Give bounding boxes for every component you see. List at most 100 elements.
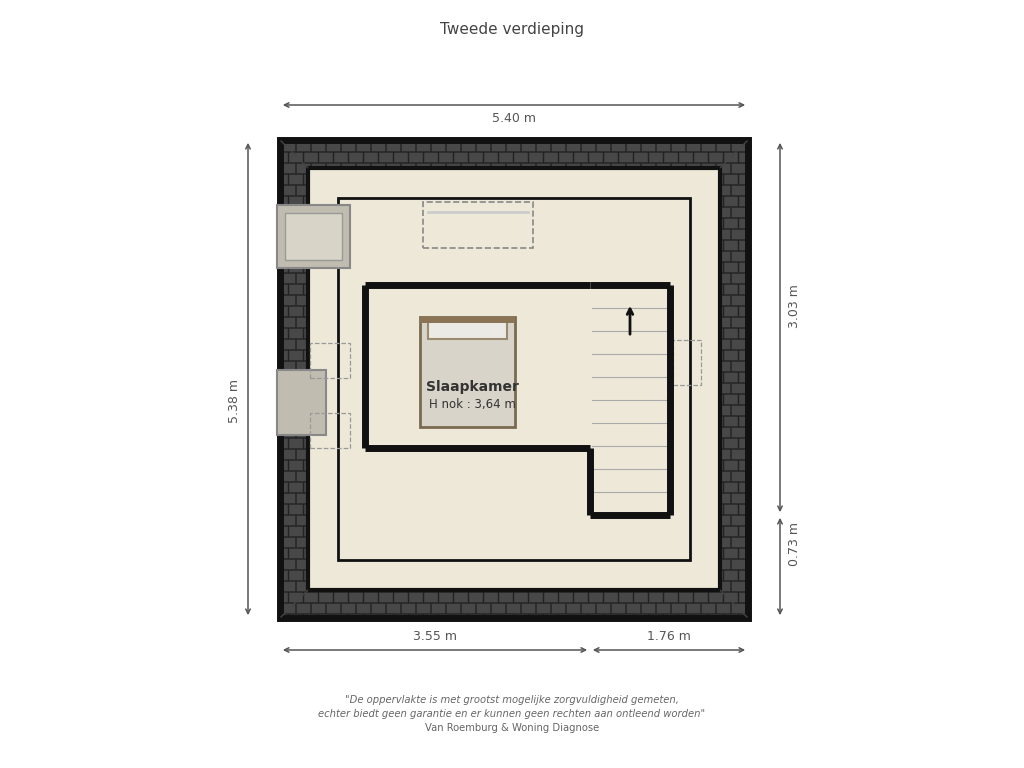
FancyBboxPatch shape: [364, 548, 378, 558]
FancyBboxPatch shape: [341, 560, 355, 570]
FancyBboxPatch shape: [694, 395, 708, 405]
FancyBboxPatch shape: [686, 604, 700, 614]
FancyBboxPatch shape: [694, 505, 708, 515]
FancyBboxPatch shape: [507, 273, 520, 283]
FancyBboxPatch shape: [394, 439, 408, 449]
FancyBboxPatch shape: [379, 219, 393, 229]
FancyBboxPatch shape: [627, 515, 640, 525]
FancyBboxPatch shape: [281, 219, 288, 229]
FancyBboxPatch shape: [709, 263, 723, 273]
FancyBboxPatch shape: [417, 207, 430, 217]
FancyBboxPatch shape: [334, 240, 348, 250]
Text: "De oppervlakte is met grootst mogelijke zorgvuldigheid gemeten,: "De oppervlakte is met grootst mogelijke…: [345, 695, 679, 705]
FancyBboxPatch shape: [537, 581, 551, 591]
FancyBboxPatch shape: [462, 362, 475, 372]
FancyBboxPatch shape: [724, 548, 738, 558]
Text: Tweede verdieping: Tweede verdieping: [440, 22, 584, 37]
FancyBboxPatch shape: [311, 494, 326, 504]
FancyBboxPatch shape: [679, 372, 693, 382]
FancyBboxPatch shape: [282, 449, 296, 459]
FancyBboxPatch shape: [717, 538, 730, 548]
FancyBboxPatch shape: [537, 207, 551, 217]
FancyBboxPatch shape: [597, 538, 610, 548]
FancyBboxPatch shape: [694, 614, 708, 617]
FancyBboxPatch shape: [618, 284, 633, 294]
FancyBboxPatch shape: [409, 306, 423, 316]
FancyBboxPatch shape: [649, 219, 663, 229]
FancyBboxPatch shape: [409, 614, 423, 617]
FancyBboxPatch shape: [611, 515, 626, 525]
FancyBboxPatch shape: [739, 614, 748, 617]
FancyBboxPatch shape: [724, 174, 738, 184]
FancyBboxPatch shape: [289, 240, 303, 250]
FancyBboxPatch shape: [701, 273, 716, 283]
FancyBboxPatch shape: [319, 350, 333, 360]
FancyBboxPatch shape: [386, 449, 400, 459]
FancyBboxPatch shape: [282, 317, 296, 327]
FancyBboxPatch shape: [739, 548, 748, 558]
FancyBboxPatch shape: [604, 461, 618, 471]
FancyBboxPatch shape: [356, 406, 371, 415]
FancyBboxPatch shape: [717, 251, 730, 261]
FancyBboxPatch shape: [627, 207, 640, 217]
FancyBboxPatch shape: [544, 240, 558, 250]
FancyBboxPatch shape: [679, 482, 693, 492]
FancyBboxPatch shape: [454, 395, 468, 405]
FancyBboxPatch shape: [582, 515, 596, 525]
FancyBboxPatch shape: [537, 560, 551, 570]
FancyBboxPatch shape: [559, 527, 573, 537]
FancyBboxPatch shape: [469, 329, 483, 339]
FancyBboxPatch shape: [297, 604, 310, 614]
FancyBboxPatch shape: [319, 174, 333, 184]
FancyBboxPatch shape: [417, 141, 430, 151]
FancyBboxPatch shape: [664, 306, 678, 316]
FancyBboxPatch shape: [731, 494, 745, 504]
FancyBboxPatch shape: [356, 428, 371, 438]
FancyBboxPatch shape: [731, 230, 745, 240]
FancyBboxPatch shape: [469, 571, 483, 581]
Text: 3.55 m: 3.55 m: [413, 631, 457, 644]
FancyBboxPatch shape: [401, 230, 416, 240]
FancyBboxPatch shape: [327, 164, 341, 174]
FancyBboxPatch shape: [634, 219, 648, 229]
FancyBboxPatch shape: [641, 383, 655, 393]
FancyBboxPatch shape: [649, 372, 663, 382]
FancyBboxPatch shape: [372, 207, 385, 217]
FancyBboxPatch shape: [566, 339, 581, 349]
FancyBboxPatch shape: [469, 153, 483, 163]
FancyBboxPatch shape: [641, 230, 655, 240]
FancyBboxPatch shape: [394, 592, 408, 603]
FancyBboxPatch shape: [731, 296, 745, 306]
FancyBboxPatch shape: [566, 230, 581, 240]
FancyBboxPatch shape: [701, 538, 716, 548]
FancyBboxPatch shape: [627, 406, 640, 415]
FancyBboxPatch shape: [492, 317, 506, 327]
FancyBboxPatch shape: [492, 296, 506, 306]
FancyBboxPatch shape: [431, 317, 445, 327]
FancyBboxPatch shape: [686, 581, 700, 591]
FancyBboxPatch shape: [664, 219, 678, 229]
FancyBboxPatch shape: [431, 472, 445, 482]
FancyBboxPatch shape: [372, 230, 385, 240]
FancyBboxPatch shape: [521, 251, 536, 261]
FancyBboxPatch shape: [484, 395, 498, 405]
FancyBboxPatch shape: [664, 372, 678, 382]
FancyBboxPatch shape: [739, 197, 748, 207]
FancyBboxPatch shape: [582, 538, 596, 548]
FancyBboxPatch shape: [589, 372, 603, 382]
FancyBboxPatch shape: [559, 240, 573, 250]
FancyBboxPatch shape: [649, 439, 663, 449]
FancyBboxPatch shape: [559, 372, 573, 382]
FancyBboxPatch shape: [672, 296, 685, 306]
FancyBboxPatch shape: [709, 527, 723, 537]
FancyBboxPatch shape: [529, 153, 543, 163]
FancyBboxPatch shape: [454, 240, 468, 250]
FancyBboxPatch shape: [679, 614, 693, 617]
FancyBboxPatch shape: [289, 153, 303, 163]
FancyBboxPatch shape: [641, 164, 655, 174]
FancyBboxPatch shape: [446, 428, 461, 438]
FancyBboxPatch shape: [319, 219, 333, 229]
FancyBboxPatch shape: [574, 482, 588, 492]
FancyBboxPatch shape: [649, 527, 663, 537]
FancyBboxPatch shape: [379, 263, 393, 273]
